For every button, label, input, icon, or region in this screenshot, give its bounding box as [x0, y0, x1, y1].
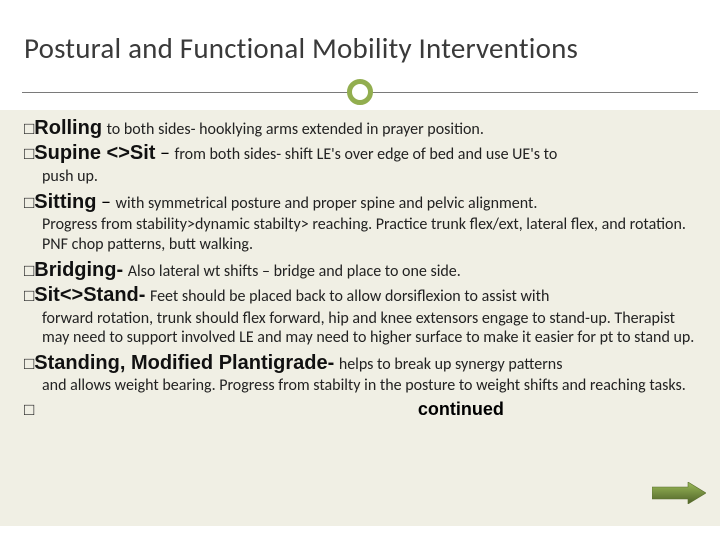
bullet-icon: □ [24, 193, 34, 212]
item-term: Standing, Modified Plantigrade- [34, 352, 334, 374]
continued-label: continued [418, 399, 504, 419]
item-sub: forward rotation, trunk should flex forw… [42, 309, 696, 347]
list-item: □Supine <>Sit – from both sides- shift L… [24, 141, 696, 165]
bullet-icon: □ [24, 400, 34, 419]
item-desc: to both sides- hooklying arms extended i… [107, 120, 484, 139]
item-sub: Progress from stability>dynamic stabilty… [42, 215, 696, 253]
list-item: □Standing, Modified Plantigrade- helps t… [24, 351, 696, 375]
item-sub: and allows weight bearing. Progress from… [42, 376, 696, 395]
bullet-icon: □ [24, 119, 34, 138]
list-item: □Bridging- Also lateral wt shifts – brid… [24, 258, 696, 282]
bullet-icon: □ [24, 354, 34, 373]
bullet-icon: □ [24, 286, 34, 305]
item-term: Supine <>Sit [34, 142, 155, 164]
slide-title: Postural and Functional Mobility Interve… [24, 30, 696, 66]
bullet-icon: □ [24, 144, 34, 163]
item-desc: from both sides- shift LE's over edge of… [174, 145, 557, 164]
item-term: Sit<>Stand- [34, 284, 145, 306]
divider-circle-icon [347, 79, 373, 105]
list-item: □Rolling to both sides- hooklying arms e… [24, 116, 696, 140]
item-desc: Feet should be placed back to allow dors… [150, 287, 549, 306]
list-item: □Sitting – with symmetrical posture and … [24, 190, 696, 214]
item-desc: helps to break up synergy patterns [339, 355, 563, 374]
arrow-right-icon [652, 482, 706, 504]
item-desc: with symmetrical posture and proper spin… [116, 194, 538, 213]
continued-row: □ continued [24, 399, 696, 421]
list-item: □Sit<>Stand- Feet should be placed back … [24, 283, 696, 307]
slide: Postural and Functional Mobility Interve… [0, 0, 720, 540]
content-area: □Rolling to both sides- hooklying arms e… [0, 110, 720, 433]
item-term: Bridging- [34, 259, 123, 281]
item-term: Rolling [34, 117, 102, 139]
divider [0, 76, 720, 110]
item-sub: push up. [42, 167, 696, 186]
item-term: Sitting [34, 191, 96, 213]
bullet-icon: □ [24, 261, 34, 280]
item-desc: Also lateral wt shifts – bridge and plac… [128, 262, 461, 281]
title-area: Postural and Functional Mobility Interve… [0, 24, 720, 76]
